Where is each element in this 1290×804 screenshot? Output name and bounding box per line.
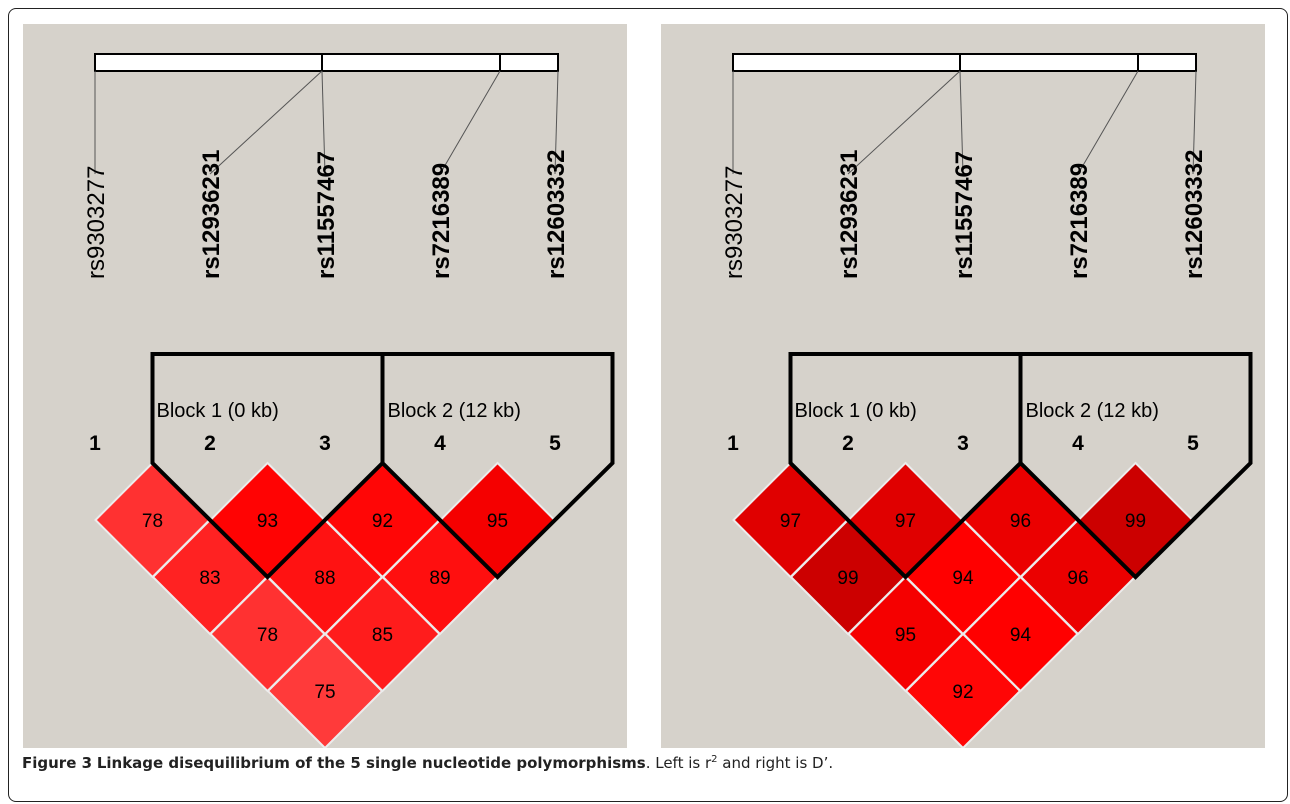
ld-value: 85: [372, 625, 393, 646]
ld-value: 95: [895, 625, 916, 646]
ld-plot-right-dprime: rs9303277 rs12936231 rs11557467 rs7216389 rs…: [661, 24, 1265, 748]
block-label: Block 2 (12 kb): [1026, 400, 1159, 422]
ld-value: 95: [487, 511, 508, 532]
ld-value: 92: [372, 511, 393, 532]
snp-label: rs9303277: [721, 166, 748, 279]
block-label: Block 2 (12 kb): [388, 400, 521, 422]
ld-value: 96: [1010, 511, 1031, 532]
snp-label: rs7216389: [428, 163, 455, 279]
snp-label: rs12936231: [198, 150, 225, 279]
snp-connector-line: [209, 70, 323, 175]
figure-frame: [8, 8, 1288, 802]
ld-cell: [904, 632, 1022, 748]
marker-number: 4: [1072, 432, 1084, 455]
snp-connector-line: [1077, 70, 1139, 175]
marker-number: 2: [842, 432, 854, 455]
marker-number: 4: [434, 432, 446, 455]
ld-value: 78: [142, 511, 163, 532]
snp-label: rs11557467: [313, 151, 340, 279]
caption-label: Figure 3: [22, 754, 93, 772]
caption-title: Linkage disequilibrium of the 5 single n…: [96, 754, 646, 772]
position-ruler: [732, 53, 1197, 72]
haplotype-block-2: [1018, 352, 1253, 580]
ld-value: 88: [314, 568, 335, 589]
ld-plot-canvas: rs9303277 rs12936231 rs11557467 rs7216389 rs…: [83, 53, 615, 748]
marker-number: 5: [1187, 432, 1199, 455]
caption-sup: 2: [711, 754, 718, 765]
ld-value: 97: [780, 511, 801, 532]
ld-plot-canvas: rs9303277 rs12936231 rs11557467 rs7216389 rs…: [721, 53, 1253, 748]
snp-connector-line: [321, 70, 326, 175]
ld-value: 97: [895, 511, 916, 532]
block-label: Block 1 (0 kb): [157, 400, 279, 422]
snp-connector-line: [959, 70, 964, 175]
position-ruler: [94, 53, 559, 72]
ld-value: 94: [1010, 625, 1032, 646]
ld-value: 78: [257, 625, 278, 646]
marker-number: 1: [89, 432, 101, 455]
ld-value: 99: [837, 568, 858, 589]
snp-connector-line: [554, 70, 559, 175]
snp-connector-line: [1192, 70, 1197, 175]
snp-label: rs11557467: [951, 151, 978, 279]
snp-label: rs12936231: [836, 150, 863, 279]
marker-number: 5: [549, 432, 561, 455]
snp-label: rs7216389: [1066, 163, 1093, 279]
ld-value: 89: [429, 568, 450, 589]
snp-label: rs9303277: [83, 166, 110, 279]
marker-number: 3: [319, 432, 331, 455]
ld-value: 92: [952, 682, 973, 703]
caption-text-pre: . Left is r: [645, 754, 712, 772]
snp-label: rs12603332: [1181, 150, 1208, 279]
marker-number: 2: [204, 432, 216, 455]
ld-value: 94: [952, 568, 974, 589]
snp-connector-line: [439, 70, 501, 175]
marker-number: 1: [727, 432, 739, 455]
ld-plot-left-r2: rs9303277 rs12936231 rs11557467 rs7216389 rs…: [23, 24, 627, 748]
haplotype-block-2: [380, 352, 615, 580]
ld-cell: [266, 632, 384, 748]
ld-value: 99: [1125, 511, 1146, 532]
snp-connector-line: [847, 70, 961, 175]
figure-caption: Figure 3 Linkage disequilibrium of the 5…: [22, 754, 1262, 772]
ld-value: 83: [199, 568, 220, 589]
ld-value: 96: [1067, 568, 1088, 589]
ld-value: 75: [314, 682, 335, 703]
snp-label: rs12603332: [543, 150, 570, 279]
block-label: Block 1 (0 kb): [795, 400, 917, 422]
marker-number: 3: [957, 432, 969, 455]
ld-value: 93: [257, 511, 278, 532]
caption-text-post: and right is D’.: [717, 754, 834, 772]
